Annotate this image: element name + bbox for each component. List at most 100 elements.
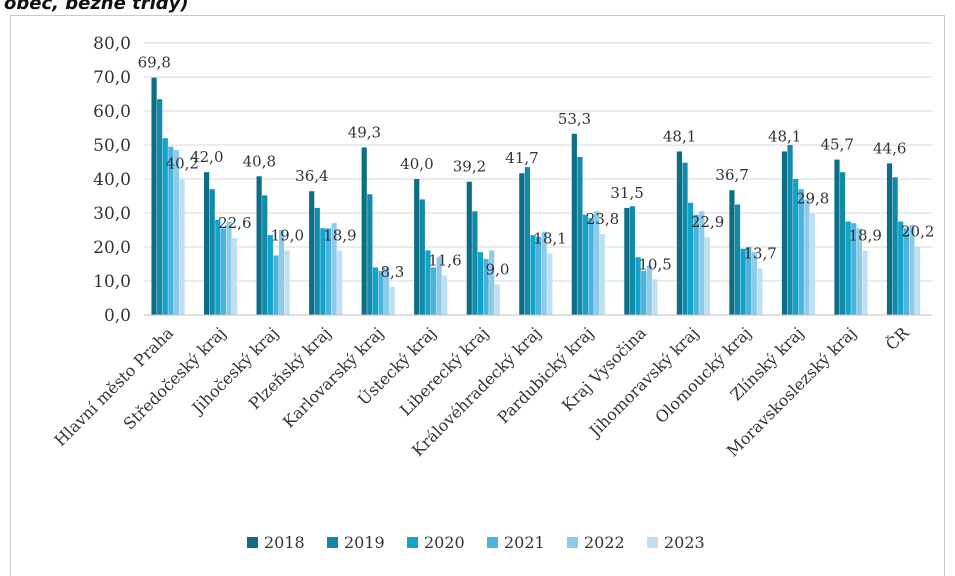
- data-label-2023: 22,9: [691, 213, 724, 231]
- bar-2022: [751, 252, 757, 315]
- x-category-label: ČR: [881, 322, 913, 354]
- legend-label-2018: 2018: [264, 533, 305, 552]
- bar-2021: [220, 228, 226, 315]
- bar-2023: [757, 268, 763, 315]
- bar-2021: [430, 267, 437, 315]
- bar-2023: [914, 246, 921, 315]
- legend-swatch-2021: [487, 537, 498, 548]
- bar-2023: [284, 250, 290, 315]
- bar-2023: [862, 250, 868, 315]
- bar-2020: [635, 257, 641, 315]
- x-category-label: Liberecký kraj: [396, 323, 492, 419]
- data-label-2018: 36,4: [295, 167, 328, 185]
- legend-label-2020: 2020: [424, 533, 465, 552]
- y-tick-label: 30,0: [93, 204, 131, 224]
- bar-2019: [840, 172, 846, 315]
- data-label-2018: 41,7: [505, 149, 538, 167]
- y-tick-label: 60,0: [93, 102, 131, 122]
- bar-2020: [793, 179, 799, 315]
- bar-2021: [903, 228, 909, 315]
- bar-2022: [856, 228, 862, 315]
- y-tick-label: 0,0: [104, 306, 131, 326]
- legend-swatch-2020: [407, 537, 418, 548]
- data-label-2023: 19,0: [271, 226, 304, 244]
- bar-2018: [151, 77, 157, 316]
- bar-2019: [734, 204, 741, 315]
- bar-2019: [682, 162, 688, 315]
- bar-2019: [472, 211, 478, 315]
- y-tick-label: 50,0: [93, 136, 131, 156]
- bar-2022: [278, 230, 285, 315]
- data-label-2023: 18,9: [848, 227, 881, 245]
- y-tick-label: 80,0: [93, 34, 131, 54]
- bar-2020: [845, 221, 851, 315]
- bar-2018: [466, 181, 472, 315]
- bar-2020: [530, 235, 536, 315]
- bar-2021: [641, 270, 647, 315]
- data-label-2023: 18,9: [323, 227, 356, 245]
- bar-2022: [594, 211, 600, 315]
- bar-2019: [892, 177, 898, 315]
- bar-2021: [746, 247, 752, 315]
- bar-2022: [489, 250, 495, 315]
- bar-2021: [168, 146, 174, 315]
- bar-2023: [442, 275, 448, 315]
- bar-2018: [886, 163, 893, 315]
- data-label-2018: 45,7: [820, 136, 853, 154]
- bar-2018: [361, 147, 367, 315]
- bar-2023: [547, 253, 553, 315]
- bar-2019: [209, 189, 215, 315]
- bar-2019: [314, 207, 320, 315]
- bar-2023: [809, 213, 816, 315]
- bar-2022: [699, 211, 705, 315]
- legend-swatch-2022: [567, 537, 578, 548]
- x-category-label: Pardubický kraj: [494, 323, 598, 427]
- bar-2022: [909, 224, 915, 315]
- bar-2020: [162, 138, 168, 315]
- bar-2021: [325, 228, 332, 315]
- bar-2018: [834, 159, 840, 315]
- bar-2023: [389, 286, 395, 315]
- data-label-2018: 36,7: [715, 166, 748, 184]
- data-label-2023: 11,6: [428, 252, 461, 270]
- bar-2019: [262, 195, 268, 315]
- data-label-2018: 42,0: [190, 148, 223, 166]
- bar-2023: [232, 238, 238, 315]
- data-label-2023: 8,3: [380, 263, 404, 281]
- bar-2023: [599, 234, 605, 315]
- bar-2018: [781, 151, 788, 315]
- data-label-2023: 23,8: [586, 210, 619, 228]
- bar-2019: [577, 156, 583, 315]
- bar-2019: [419, 199, 425, 315]
- legend-swatch-2018: [247, 537, 258, 548]
- data-label-2023: 20,2: [901, 222, 934, 240]
- bar-2019: [367, 194, 373, 315]
- bar-2022: [331, 223, 337, 315]
- bar-2023: [494, 284, 500, 315]
- bar-2022: [384, 267, 390, 315]
- legend-label-2019: 2019: [344, 533, 385, 552]
- bar-2019: [629, 206, 636, 315]
- data-label-2018: 31,5: [610, 184, 643, 202]
- bar-2022: [226, 221, 232, 315]
- data-label-2018: 39,2: [453, 158, 486, 176]
- bar-2020: [688, 202, 694, 315]
- bar-2020: [582, 214, 589, 315]
- data-label-2018: 40,0: [400, 155, 433, 173]
- data-label-2023: 9,0: [486, 260, 510, 278]
- bar-2018: [256, 176, 262, 315]
- y-tick-label: 20,0: [93, 238, 131, 258]
- bar-2018: [676, 151, 682, 315]
- data-label-2018: 48,1: [663, 127, 696, 145]
- bar-2018: [204, 172, 210, 315]
- bar-2018: [624, 207, 630, 315]
- bar-2021: [273, 255, 279, 315]
- bar-2018: [729, 190, 735, 315]
- y-tick-label: 70,0: [93, 68, 131, 88]
- data-label-2023: 10,5: [638, 255, 671, 273]
- legend-label-2023: 2023: [664, 533, 705, 552]
- bar-2022: [804, 199, 810, 315]
- bar-2023: [179, 178, 185, 315]
- bar-2021: [536, 236, 542, 315]
